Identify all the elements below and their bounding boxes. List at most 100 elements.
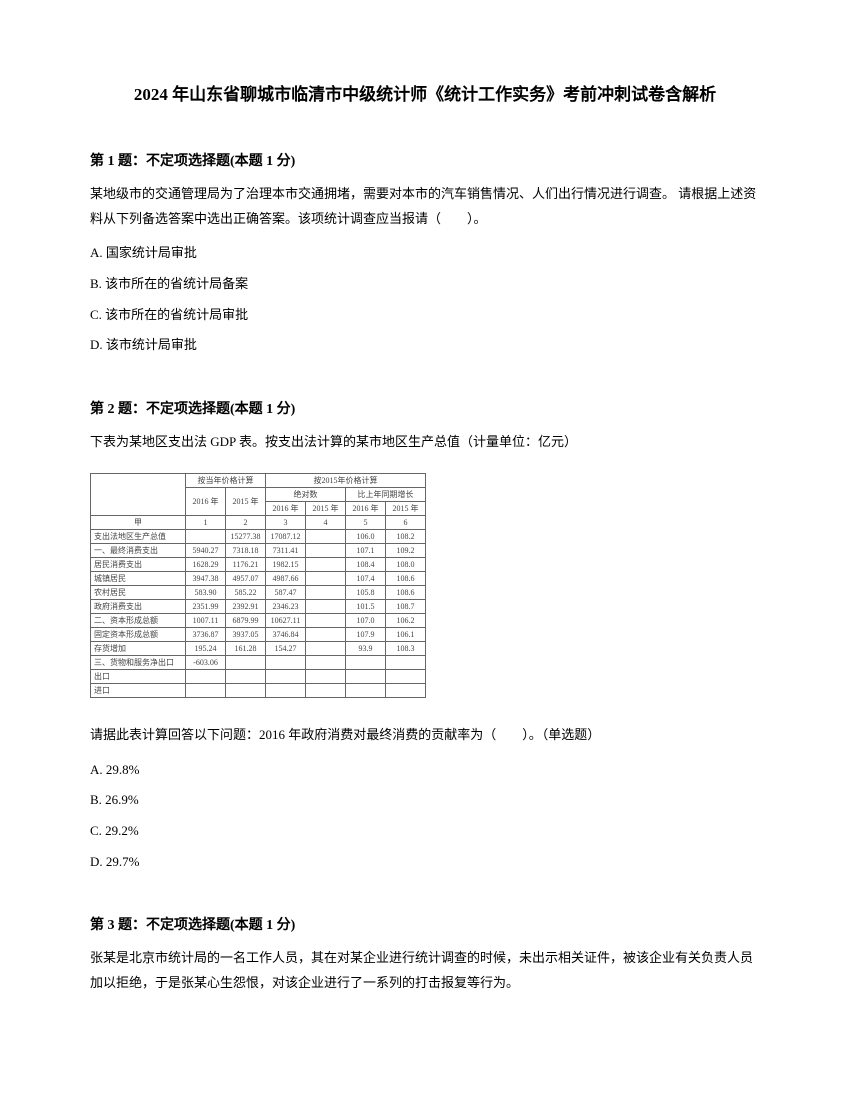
row-label: 存货增加 xyxy=(91,641,186,655)
table-cell xyxy=(306,599,346,613)
row-label: 城镇居民 xyxy=(91,571,186,585)
q1-header: 第 1 题：不定项选择题(本题 1 分) xyxy=(90,150,760,170)
table-cell: 6879.99 xyxy=(226,613,266,627)
table-cell: 106.2 xyxy=(386,613,426,627)
table-cell: 5940.27 xyxy=(186,543,226,557)
table-header-group2: 按2015年价格计算 xyxy=(266,473,426,487)
table-cell: 10627.11 xyxy=(266,613,306,627)
table-cell: 7318.18 xyxy=(226,543,266,557)
row-label: 居民消费支出 xyxy=(91,557,186,571)
table-cell xyxy=(306,543,346,557)
table-cell: 585.22 xyxy=(226,585,266,599)
table-cell: 108.6 xyxy=(386,585,426,599)
question-1: 第 1 题：不定项选择题(本题 1 分) 某地级市的交通管理局为了治理本市交通拥… xyxy=(90,150,760,358)
table-cell: 587.47 xyxy=(266,585,306,599)
q1-option-c: C. 该市所在的省统计局审批 xyxy=(90,303,760,328)
table-cell xyxy=(306,529,346,543)
table-cell xyxy=(226,655,266,669)
q3-header: 第 3 题：不定项选择题(本题 1 分) xyxy=(90,914,760,934)
table-row: 固定资本形成总额3736.873937.053746.84107.9106.1 xyxy=(91,627,426,641)
row-label: 农村居民 xyxy=(91,585,186,599)
q2-header: 第 2 题：不定项选择题(本题 1 分) xyxy=(90,398,760,418)
table-cell: 4987.66 xyxy=(266,571,306,585)
table-cell xyxy=(306,627,346,641)
th-sub2: 比上年同期增长 xyxy=(346,487,426,501)
table-cell xyxy=(226,683,266,697)
table-cell: 2392.91 xyxy=(226,599,266,613)
table-row: 出口 xyxy=(91,669,426,683)
table-cell: 161.28 xyxy=(226,641,266,655)
table-row: 支出法地区生产总值15277.3817087.12106.0108.2 xyxy=(91,529,426,543)
table-cell: 2346.23 xyxy=(266,599,306,613)
table-cell: 195.24 xyxy=(186,641,226,655)
table-cell: 3746.84 xyxy=(266,627,306,641)
th-n1: 1 xyxy=(186,515,226,529)
table-row: 农村居民583.90585.22587.47 105.8108.6 xyxy=(91,585,426,599)
table-cell xyxy=(226,669,266,683)
row-label: 三、货物和服务净出口 xyxy=(91,655,186,669)
table-cell: 101.5 xyxy=(346,599,386,613)
th-2015: 2015 年 xyxy=(226,487,266,515)
row-label: 固定资本形成总额 xyxy=(91,627,186,641)
q2-followup: 请据此表计算回答以下问题：2016 年政府消费对最终消费的贡献率为（ ）。（单选… xyxy=(90,723,760,748)
q2-option-b: B. 26.9% xyxy=(90,788,760,813)
table-row: 三、货物和服务净出口-603.06 xyxy=(91,655,426,669)
table-cell xyxy=(306,571,346,585)
table-cell: 583.90 xyxy=(186,585,226,599)
table-cell: 107.1 xyxy=(346,543,386,557)
table-cell: 4957.07 xyxy=(226,571,266,585)
table-cell: 1176.21 xyxy=(226,557,266,571)
table-cell: 107.9 xyxy=(346,627,386,641)
th-n4: 4 xyxy=(306,515,346,529)
table-cell xyxy=(386,655,426,669)
question-3: 第 3 题：不定项选择题(本题 1 分) 张某是北京市统计局的一名工作人员，其在… xyxy=(90,914,760,995)
q2-text: 下表为某地区支出法 GDP 表。按支出法计算的某市地区生产总值（计量单位：亿元） xyxy=(90,430,760,455)
th-n2: 2 xyxy=(226,515,266,529)
table-cell xyxy=(306,683,346,697)
th-n3: 3 xyxy=(266,515,306,529)
table-cell: 154.27 xyxy=(266,641,306,655)
table-cell xyxy=(306,655,346,669)
table-cell: 108.3 xyxy=(386,641,426,655)
table-cell: 3937.05 xyxy=(226,627,266,641)
table-cell xyxy=(306,557,346,571)
q1-option-a: A. 国家统计局审批 xyxy=(90,241,760,266)
table-cell: 2351.99 xyxy=(186,599,226,613)
table-cell xyxy=(186,669,226,683)
table-cell: 106.0 xyxy=(346,529,386,543)
document-title: 2024 年山东省聊城市临清市中级统计师《统计工作实务》考前冲刺试卷含解析 xyxy=(90,80,760,105)
table-cell xyxy=(386,669,426,683)
table-cell xyxy=(346,655,386,669)
table-cell: 1007.11 xyxy=(186,613,226,627)
th-2016: 2016 年 xyxy=(186,487,226,515)
table-row: 进口 xyxy=(91,683,426,697)
table-cell: 108.2 xyxy=(386,529,426,543)
th-2015c: 2015 年 xyxy=(386,501,426,515)
table-cell: 108.7 xyxy=(386,599,426,613)
table-cell: 105.8 xyxy=(346,585,386,599)
th-n6: 6 xyxy=(386,515,426,529)
table-cell: 1982.15 xyxy=(266,557,306,571)
gdp-table-container: 按当年价格计算 按2015年价格计算 2016 年 2015 年 绝对数 比上年… xyxy=(90,473,760,698)
table-row: 城镇居民3947.384957.074987.66107.4108.6 xyxy=(91,571,426,585)
row-label: 进口 xyxy=(91,683,186,697)
q1-text: 某地级市的交通管理局为了治理本市交通拥堵，需要对本市的汽车销售情况、人们出行情况… xyxy=(90,182,760,231)
q2-option-c: C. 29.2% xyxy=(90,819,760,844)
table-cell: 93.9 xyxy=(346,641,386,655)
table-row: 居民消费支出1628.291176.211982.15 108.4108.0 xyxy=(91,557,426,571)
table-cell: 107.0 xyxy=(346,613,386,627)
table-row: 二、资本形成总额1007.116879.9910627.11107.0106.2 xyxy=(91,613,426,627)
row-label: 支出法地区生产总值 xyxy=(91,529,186,543)
table-cell: 1628.29 xyxy=(186,557,226,571)
table-header-group1: 按当年价格计算 xyxy=(186,473,266,487)
th-2016b: 2016 年 xyxy=(266,501,306,515)
table-cell xyxy=(346,669,386,683)
table-cell: 7311.41 xyxy=(266,543,306,557)
th-n5: 5 xyxy=(346,515,386,529)
table-cell: 108.4 xyxy=(346,557,386,571)
table-cell: 108.0 xyxy=(386,557,426,571)
table-cell: 3947.38 xyxy=(186,571,226,585)
table-row: 一、最终消费支出5940.277318.187311.41107.1109.2 xyxy=(91,543,426,557)
question-2: 第 2 题：不定项选择题(本题 1 分) 下表为某地区支出法 GDP 表。按支出… xyxy=(90,398,760,874)
q1-option-d: D. 该市统计局审批 xyxy=(90,333,760,358)
